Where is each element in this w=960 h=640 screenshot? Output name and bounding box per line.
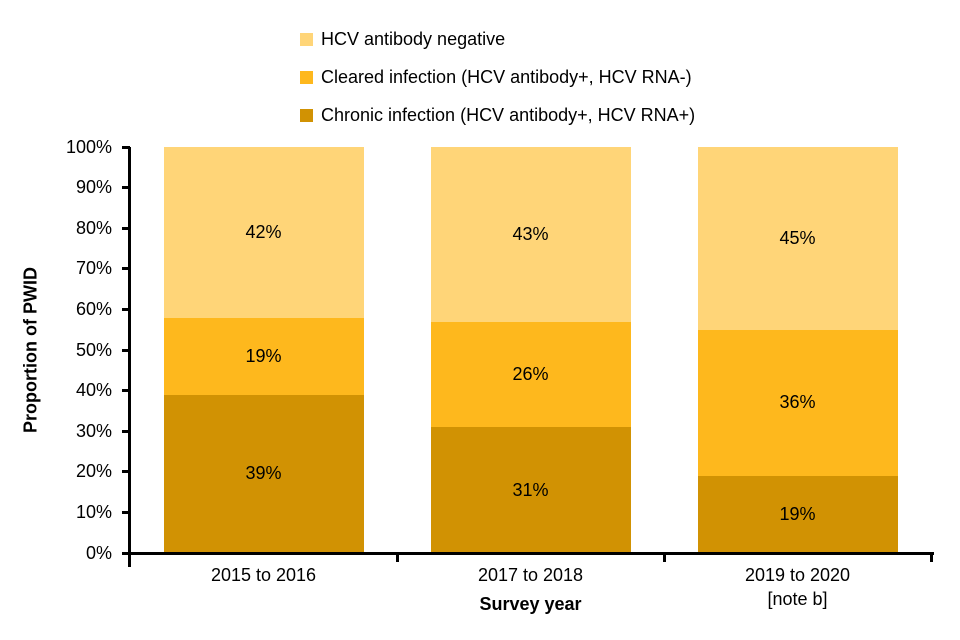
bar-data-label: 39% xyxy=(245,463,282,484)
x-tick-label: 2019 to 2020 [note b] xyxy=(664,563,931,611)
y-tick-mark xyxy=(122,307,130,311)
bar-segment: 43% xyxy=(430,147,631,322)
bar-data-label: 42% xyxy=(245,221,282,242)
legend-item: Chronic infection (HCV antibody+, HCV RN… xyxy=(300,105,695,126)
y-tick-label: 30% xyxy=(75,420,112,441)
x-tick-label-line: 2019 to 2020 xyxy=(744,565,851,585)
legend-color-swatch xyxy=(300,109,313,122)
y-tick-mark xyxy=(122,267,130,271)
bar-segment: 31% xyxy=(430,427,631,553)
legend-item: HCV antibody negative xyxy=(300,29,695,50)
y-tick-mark xyxy=(122,429,130,433)
x-tick-label-line: 2017 to 2018 xyxy=(477,565,584,585)
y-tick-label: 70% xyxy=(75,258,112,279)
y-tick-mark xyxy=(122,186,130,190)
bar-data-label: 45% xyxy=(779,227,816,248)
y-tick-label: 0% xyxy=(85,542,112,563)
x-tick-mark xyxy=(662,552,666,562)
bar-segment: 19% xyxy=(697,475,898,553)
x-tick-label: 2015 to 2016 xyxy=(130,563,397,587)
bar-data-label: 43% xyxy=(512,223,549,244)
y-tick-mark xyxy=(122,470,130,474)
bar-data-label: 31% xyxy=(512,479,549,500)
y-tick-label: 60% xyxy=(75,298,112,319)
y-tick-mark xyxy=(122,389,130,393)
y-tick-label: 20% xyxy=(75,461,112,482)
y-tick-label: 10% xyxy=(75,501,112,522)
bar-segment: 19% xyxy=(163,317,364,395)
x-tick-label: 2017 to 2018 xyxy=(397,563,664,587)
x-tick-label-line: [note b] xyxy=(767,589,828,609)
y-tick-label: 90% xyxy=(75,177,112,198)
bar-segment: 42% xyxy=(163,147,364,318)
legend-item-label: Cleared infection (HCV antibody+, HCV RN… xyxy=(321,67,692,87)
bar-data-label: 19% xyxy=(245,345,282,366)
legend-item-label: HCV antibody negative xyxy=(321,29,506,49)
y-tick-mark xyxy=(122,145,130,149)
x-tick-mark xyxy=(929,552,933,562)
y-tick-label: 100% xyxy=(65,136,112,157)
legend-color-swatch xyxy=(300,71,313,84)
bar-segment: 36% xyxy=(697,329,898,476)
legend-color-swatch xyxy=(300,33,313,46)
y-tick-label: 50% xyxy=(75,339,112,360)
legend: HCV antibody negative Cleared infection (… xyxy=(300,29,695,143)
y-axis-line xyxy=(128,147,131,567)
y-tick-mark xyxy=(122,348,130,352)
x-axis-title: Survey year xyxy=(479,594,582,614)
legend-item: Cleared infection (HCV antibody+, HCV RN… xyxy=(300,67,695,88)
y-tick-mark xyxy=(122,551,130,555)
bar-data-label: 19% xyxy=(779,503,816,524)
y-tick-mark xyxy=(122,226,130,230)
y-tick-label: 40% xyxy=(75,380,112,401)
y-tick-mark xyxy=(122,510,130,514)
x-tick-mark xyxy=(395,552,399,562)
x-axis-line xyxy=(128,552,934,555)
bar-segment: 45% xyxy=(697,147,898,330)
legend-item-label: Chronic infection (HCV antibody+, HCV RN… xyxy=(321,105,696,125)
bar-segment: 39% xyxy=(163,394,364,553)
bar-data-label: 36% xyxy=(779,392,816,413)
x-tick-label-line: 2015 to 2016 xyxy=(210,565,317,585)
bar-data-label: 26% xyxy=(512,363,549,384)
y-tick-label: 80% xyxy=(75,217,112,238)
bar-segment: 26% xyxy=(430,321,631,428)
